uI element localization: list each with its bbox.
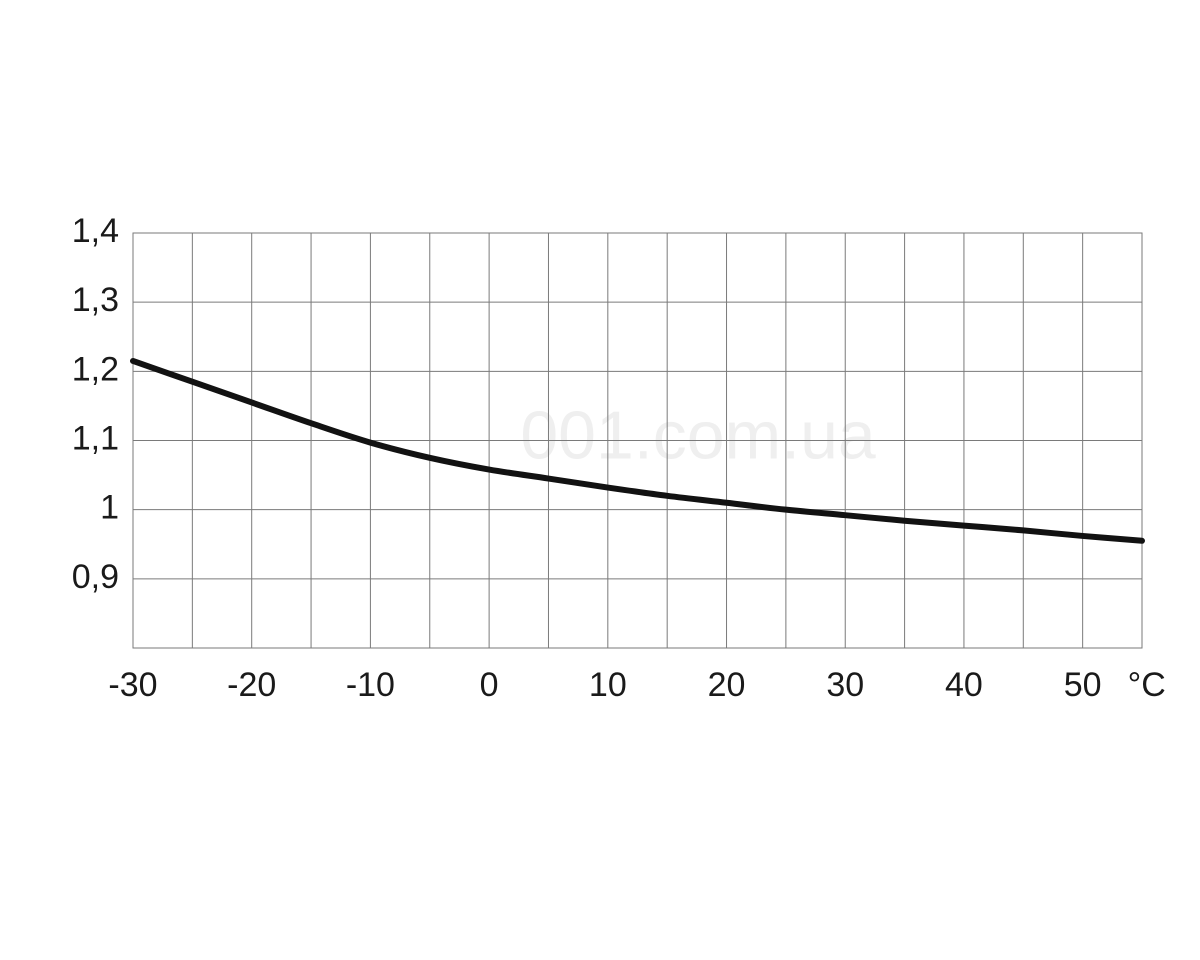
x-tick-label: 40 xyxy=(945,666,983,704)
x-tick-label: 30 xyxy=(826,666,864,704)
watermark-text: 001.com.ua xyxy=(520,397,876,473)
chart-background xyxy=(0,0,1200,960)
y-tick-label: 1,4 xyxy=(72,212,119,250)
x-tick-label: 10 xyxy=(589,666,627,704)
x-tick-label: -20 xyxy=(227,666,276,704)
y-tick-label: 1,1 xyxy=(72,419,119,457)
x-tick-label: 20 xyxy=(708,666,746,704)
x-tick-label: 0 xyxy=(480,666,499,704)
x-unit-label: °C xyxy=(1128,666,1166,704)
x-tick-label: 50 xyxy=(1064,666,1102,704)
x-tick-label: -10 xyxy=(346,666,395,704)
x-tick-label: -30 xyxy=(108,666,157,704)
chart-container: 001.com.ua 0,9 1 1,1 1,2 1,3 1,4 0 10 20 30 40 50 -30… xyxy=(0,0,1200,960)
y-tick-label: 1,2 xyxy=(72,350,119,388)
y-tick-label: 0,9 xyxy=(72,558,119,596)
y-tick-label: 1,3 xyxy=(72,281,119,319)
y-tick-label: 1 xyxy=(100,489,119,527)
derating-chart: 001.com.ua 0,9 1 1,1 1,2 1,3 1,4 0 10 20 30 40 50 -30… xyxy=(0,0,1200,960)
